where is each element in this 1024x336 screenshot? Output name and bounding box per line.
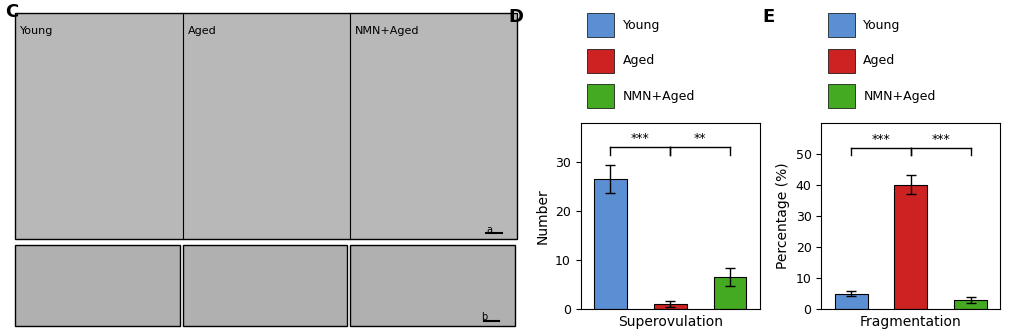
Text: ***: ***: [932, 133, 950, 145]
Text: ***: ***: [631, 132, 649, 145]
Bar: [714, 277, 746, 309]
Bar: [594, 179, 627, 309]
Text: a: a: [486, 224, 493, 235]
Text: Aged: Aged: [863, 54, 896, 67]
X-axis label: Superovulation: Superovulation: [617, 315, 723, 329]
Text: NMN+Aged: NMN+Aged: [623, 90, 695, 103]
Text: ***: ***: [871, 133, 890, 145]
Text: **: **: [694, 132, 707, 145]
FancyBboxPatch shape: [15, 13, 517, 239]
Text: b: b: [481, 311, 487, 322]
Text: Young: Young: [20, 26, 54, 36]
Text: Young: Young: [623, 19, 660, 32]
Text: Young: Young: [863, 19, 901, 32]
FancyBboxPatch shape: [182, 245, 347, 326]
Bar: [954, 300, 987, 309]
Text: E: E: [762, 7, 774, 26]
FancyBboxPatch shape: [588, 13, 614, 37]
FancyBboxPatch shape: [15, 245, 180, 326]
Text: Aged: Aged: [187, 26, 216, 36]
Bar: [894, 185, 928, 309]
Bar: [653, 304, 687, 309]
Text: NMN+Aged: NMN+Aged: [863, 90, 936, 103]
FancyBboxPatch shape: [588, 84, 614, 108]
Y-axis label: Percentage (%): Percentage (%): [776, 163, 790, 269]
Y-axis label: Number: Number: [536, 188, 550, 244]
Text: C: C: [5, 3, 18, 22]
FancyBboxPatch shape: [828, 84, 854, 108]
X-axis label: Fragmentation: Fragmentation: [860, 315, 962, 329]
FancyBboxPatch shape: [350, 245, 514, 326]
FancyBboxPatch shape: [588, 49, 614, 73]
FancyBboxPatch shape: [828, 13, 854, 37]
Text: NMN+Aged: NMN+Aged: [355, 26, 420, 36]
Text: D: D: [508, 7, 523, 26]
FancyBboxPatch shape: [828, 49, 854, 73]
Bar: [835, 294, 867, 309]
Text: Aged: Aged: [623, 54, 655, 67]
